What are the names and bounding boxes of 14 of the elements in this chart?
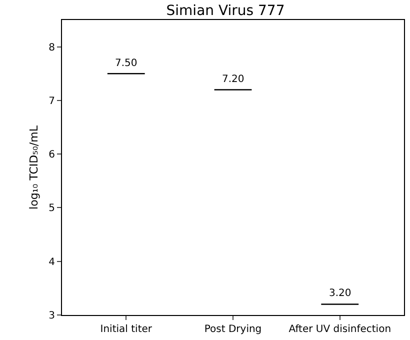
y-tick-label: 5 [48, 203, 55, 214]
y-tick-label: 3 [48, 310, 55, 322]
y-tick-label: 4 [48, 256, 55, 268]
text: 7.50 [115, 58, 138, 69]
x-tick-label: Initial titer [100, 324, 153, 335]
text: 7.20 [222, 74, 244, 85]
y-axis-title: log₁₀ TCID₅₀/mL [27, 124, 40, 210]
x-tick-label: After UV disinfection [288, 324, 392, 335]
chart-title: Simian Virus 777 [166, 2, 285, 19]
text: 3.20 [329, 288, 352, 299]
y-tick-label: 8 [48, 42, 55, 54]
y-tick-label: 7 [48, 96, 55, 107]
y-tick-label: 6 [48, 150, 55, 161]
x-tick-label: Post Drying [204, 324, 262, 335]
